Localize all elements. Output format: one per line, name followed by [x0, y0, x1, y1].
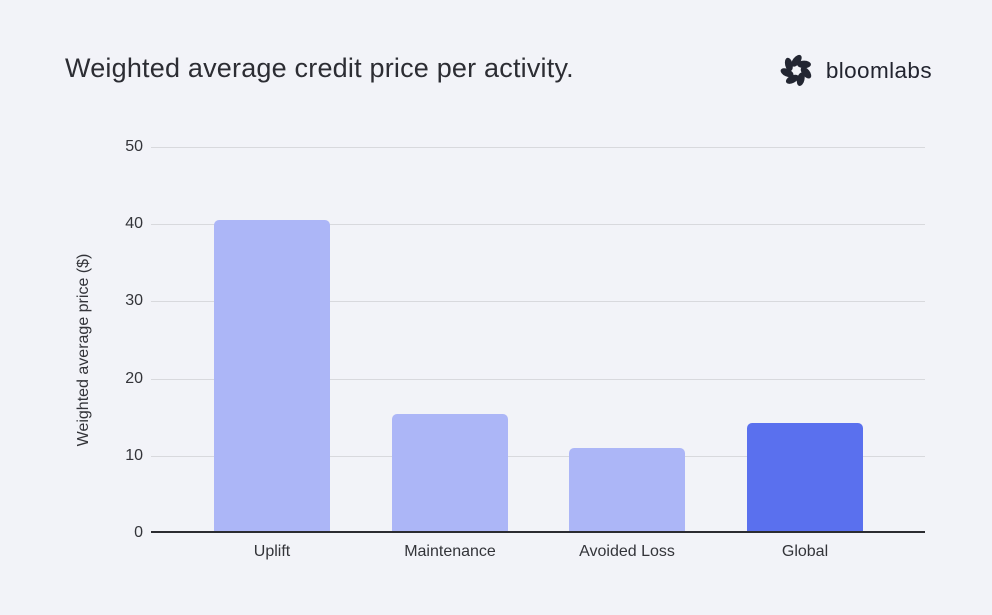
x-axis-line: [151, 531, 925, 533]
bloomlabs-logo: bloomlabs: [778, 52, 932, 89]
x-tick-label-global: Global: [781, 543, 829, 560]
y-tick-label-10: 10: [125, 447, 143, 464]
x-tick-label-avoided-loss: Avoided Loss: [579, 543, 675, 560]
y-tick-label-40: 40: [125, 215, 143, 232]
bar-uplift: [214, 220, 330, 533]
chart-title: Weighted average credit price per activi…: [65, 53, 574, 83]
gridline-y30: [151, 301, 925, 302]
bar-global: [747, 423, 863, 533]
y-tick-label-20: 20: [125, 370, 143, 387]
bloomlabs-brand-name: bloomlabs: [825, 57, 932, 83]
gridline-y50: [151, 147, 925, 148]
bloomlabs-flower-icon: [778, 52, 815, 89]
gridline-y10: [151, 456, 925, 457]
bar-avoided-loss: [569, 448, 685, 533]
y-tick-label-50: 50: [125, 138, 143, 155]
y-axis-title: Weighted average price ($): [75, 253, 92, 447]
bar-maintenance: [392, 414, 508, 533]
y-tick-label-0: 0: [134, 524, 143, 541]
x-tick-label-maintenance: Maintenance: [404, 543, 496, 560]
gridline-y20: [151, 379, 925, 380]
gridline-y40: [151, 224, 925, 225]
x-tick-label-uplift: Uplift: [253, 543, 291, 560]
plot-area: [151, 147, 925, 533]
y-tick-label-30: 30: [125, 292, 143, 309]
